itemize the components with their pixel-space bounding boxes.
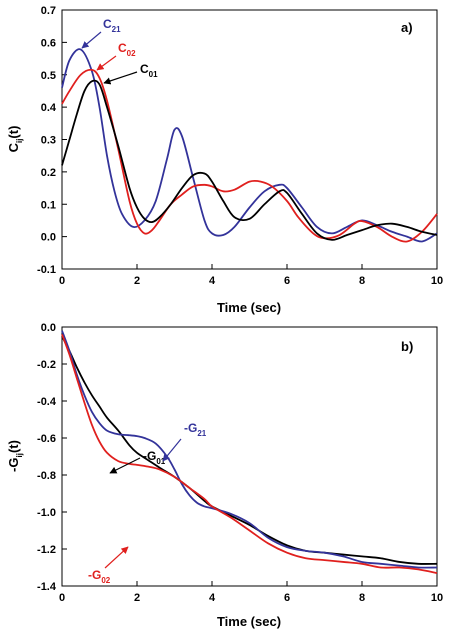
annotation-g02: -G02 xyxy=(88,546,129,585)
svg-text:-G21: -G21 xyxy=(184,421,207,438)
y-tick-label: 0.1 xyxy=(41,199,56,211)
x-axis-label-b: Time (sec) xyxy=(217,614,281,629)
panel-label-a: a) xyxy=(401,20,413,35)
series-b xyxy=(61,330,438,574)
y-tick-label: -0.4 xyxy=(37,396,57,408)
series-line-C02 xyxy=(61,68,438,243)
panel-b: 0 2 4 6 8 10 0.0-0.2-0.4-0.6-0.8-1.0-1.2-1.4 … xyxy=(6,322,443,629)
x-tick-label: 0 xyxy=(59,275,65,287)
x-tick-label: 10 xyxy=(431,592,443,604)
y-tick-label: -1.4 xyxy=(37,581,57,593)
y-tick-label: 0.6 xyxy=(41,37,56,49)
x-ticks-b: 0 2 4 6 8 10 xyxy=(59,581,443,604)
x-tick-label: 6 xyxy=(284,275,290,287)
x-tick-label: 4 xyxy=(209,275,216,287)
y-tick-label: -1.0 xyxy=(37,507,56,519)
panel-label-b: b) xyxy=(401,339,413,354)
annotation-c01: C01 xyxy=(103,62,158,85)
svg-text:-Gij(t): -Gij(t) xyxy=(6,440,24,472)
y-axis-label-a-main: C xyxy=(6,142,21,152)
y-tick-label: -0.8 xyxy=(37,470,56,482)
y-tick-label: 0.4 xyxy=(41,102,57,114)
x-tick-label: 2 xyxy=(134,592,140,604)
x-tick-label: 2 xyxy=(134,275,140,287)
y-tick-label: -0.1 xyxy=(37,264,56,276)
series-line-C01 xyxy=(61,79,438,241)
y-tick-label: -0.6 xyxy=(37,433,56,445)
svg-text:C02: C02 xyxy=(118,41,136,58)
y-axis-label-b-sub: ij xyxy=(15,453,24,457)
series-line--G21 xyxy=(61,330,438,569)
y-tick-label: -0.2 xyxy=(37,359,56,371)
y-axis-label-b-main: -G xyxy=(6,458,21,472)
annotation-c21: C21 xyxy=(81,17,121,49)
x-tick-label: 0 xyxy=(59,592,65,604)
y-tick-label: 0.0 xyxy=(41,232,56,244)
svg-text:-G02: -G02 xyxy=(88,568,111,585)
svg-text:Cij(t): Cij(t) xyxy=(6,126,24,153)
x-tick-label: 4 xyxy=(209,592,216,604)
y-tick-label: -1.2 xyxy=(37,544,56,556)
y-axis-label-b-tail: (t) xyxy=(6,440,21,453)
svg-text:C01: C01 xyxy=(140,62,158,79)
annotation-g01: -G01 xyxy=(109,449,166,474)
y-tick-label: 0.7 xyxy=(41,5,56,17)
x-tick-label: 8 xyxy=(359,592,365,604)
annotation-c02: C02 xyxy=(96,41,136,71)
x-tick-label: 6 xyxy=(284,592,290,604)
svg-text:C21: C21 xyxy=(103,17,121,34)
plot-frame-b xyxy=(61,326,438,587)
svg-text:-G01: -G01 xyxy=(143,449,166,466)
y-tick-label: 0.3 xyxy=(41,135,56,147)
series-a xyxy=(61,48,438,243)
x-tick-label: 8 xyxy=(359,275,365,287)
y-axis-label-a-tail: (t) xyxy=(6,126,21,139)
y-tick-label: 0.5 xyxy=(41,70,56,82)
annotation-g21: -G21 xyxy=(162,421,207,462)
y-ticks-b: 0.0 -0.2 -0.4 -0.6 -0.8 -1.0 -1.2 -1.4 xyxy=(37,322,67,593)
x-tick-label: 10 xyxy=(431,275,443,287)
y-axis-label-a: Cij(t) xyxy=(6,126,24,153)
x-axis-label-a: Time (sec) xyxy=(217,300,281,315)
x-ticks-a: 0 2 4 6 8 10 xyxy=(59,264,443,287)
y-tick-label: 0.2 xyxy=(41,167,56,179)
y-axis-label-b: -Gij(t) xyxy=(6,440,24,472)
y-axis-label-a-sub: ij xyxy=(15,139,24,143)
y-ticks-a: -0.1 0.0 0.1 0.2 0.3 0.4 0.5 0.6 0.7 xyxy=(37,5,67,276)
series-line--G02 xyxy=(61,334,438,574)
panel-a: 0 2 4 6 8 10 -0.10.00.10.20.30.40.50.60.7 a) … xyxy=(6,5,443,315)
y-tick-label: 0.0 xyxy=(41,322,56,334)
